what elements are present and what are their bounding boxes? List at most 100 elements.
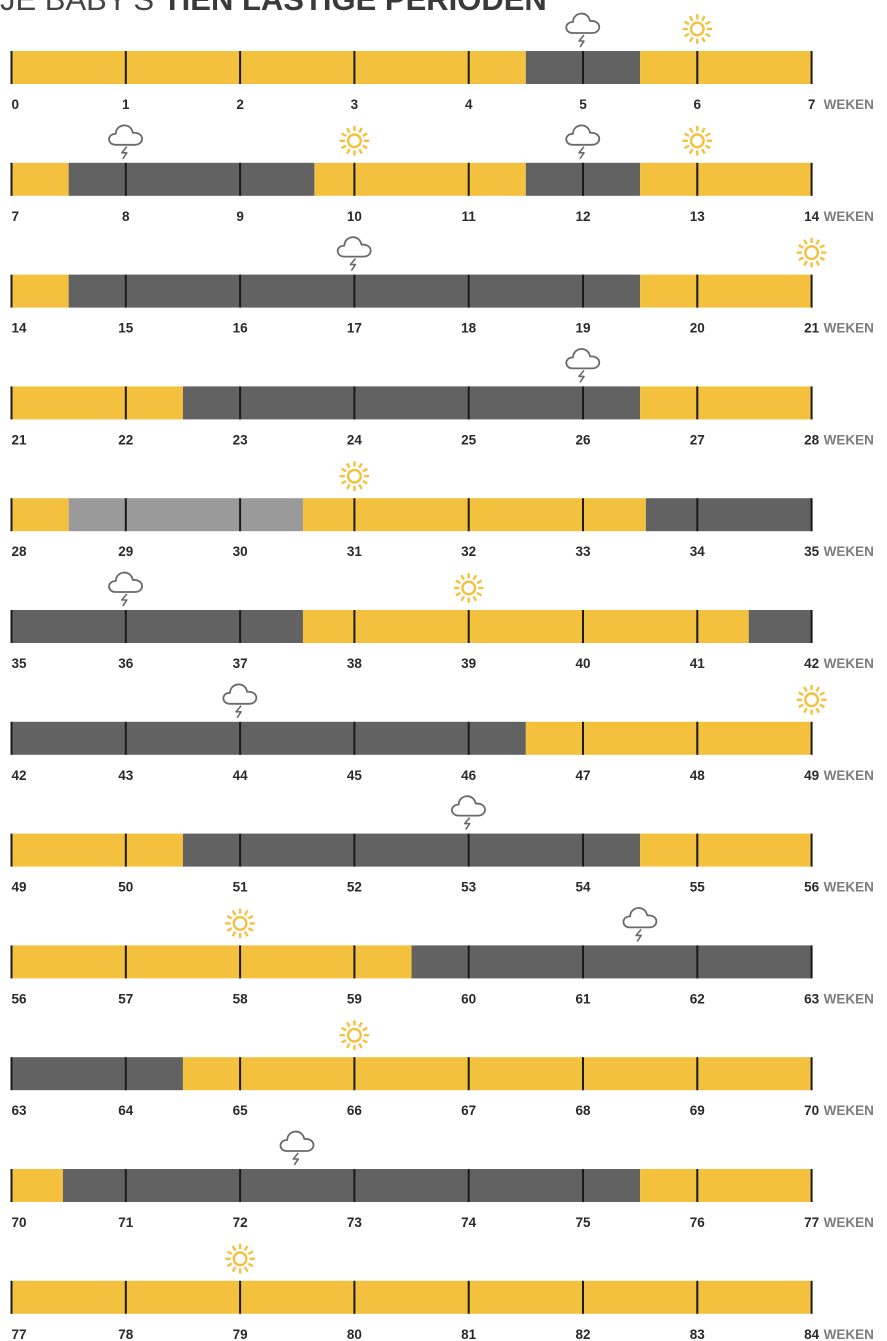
- easy-period-segment: [302, 610, 749, 643]
- sun-icon-ray: [705, 20, 711, 26]
- sun-icon-ray: [226, 1250, 233, 1256]
- cloud-icon-body: [108, 571, 143, 593]
- sun-icon-ray: [819, 256, 826, 262]
- sun-icon-ray: [231, 1266, 237, 1273]
- week-tick-label: 18: [461, 321, 477, 336]
- week-tick-label: 34: [690, 544, 706, 559]
- week-tick-label: 67: [461, 1103, 476, 1118]
- sun-icon-core: [461, 580, 477, 596]
- cloud-icon-body: [565, 124, 601, 146]
- week-tick-label: 22: [118, 432, 133, 447]
- easy-period-segment: [640, 1169, 812, 1202]
- easy-period-segment: [302, 498, 646, 532]
- week-tick-label: 77: [804, 1215, 819, 1230]
- cloud-icon: [222, 683, 258, 719]
- week-tick-label: 35: [804, 544, 820, 559]
- weeks-unit-label: WEKEN: [824, 1327, 874, 1341]
- sun-icon-ray: [340, 132, 347, 138]
- cloud-icon-body: [336, 236, 372, 258]
- sun-icon: [453, 573, 484, 603]
- week-tick-label: 41: [690, 656, 706, 671]
- sun-icon-ray: [476, 579, 483, 585]
- week-tick-label: 29: [118, 544, 133, 559]
- sun-icon-ray: [345, 148, 351, 155]
- timeline-row: 42 43 44 45 46 47 48 49 WEKEN: [10, 683, 874, 783]
- difficult-period-segment: [68, 498, 303, 532]
- sun-icon-ray: [701, 15, 706, 22]
- week-tick-label: 47: [575, 768, 590, 783]
- week-tick-label: 51: [233, 880, 249, 895]
- lightning-icon: [292, 1152, 300, 1166]
- difficult-period-segment: [748, 610, 812, 643]
- week-tick-label: 10: [347, 209, 362, 224]
- sun-icon-ray: [701, 148, 706, 155]
- sun-icon-ray: [705, 132, 711, 138]
- sun-icon-ray: [803, 707, 808, 714]
- sun-icon-ray: [247, 1262, 254, 1268]
- easy-period-segment: [11, 498, 69, 532]
- week-tick-label: 69: [690, 1103, 705, 1118]
- week-tick-label: 17: [347, 321, 362, 336]
- easy-period-segment: [11, 386, 183, 420]
- sun-icon-ray: [683, 32, 690, 38]
- sun-icon: [339, 126, 370, 156]
- cloud-icon: [451, 795, 486, 831]
- week-tick-label: 4: [465, 97, 473, 112]
- lightning-icon: [635, 928, 642, 942]
- difficult-period-segment: [11, 610, 303, 643]
- timeline-row: 35 36 37 38 39 40 41 42 WEKEN: [10, 571, 874, 671]
- week-tick-label: 28: [804, 432, 820, 447]
- week-tick-label: 21: [804, 321, 820, 336]
- sun-icon-ray: [345, 1021, 351, 1028]
- sun-icon: [682, 126, 713, 156]
- weeks-unit-label: WEKEN: [824, 880, 874, 895]
- week-tick-label: 13: [690, 209, 706, 224]
- week-tick-label: 57: [118, 991, 133, 1006]
- timeline-row: 56 57 58 59 60 61 62 63 WEKEN: [10, 907, 874, 1006]
- sun-icon-ray: [683, 144, 690, 150]
- difficult-period-segment: [62, 1169, 641, 1202]
- weeks-unit-label: WEKEN: [824, 97, 874, 112]
- week-tick-label: 6: [694, 97, 702, 112]
- sun-icon-ray: [226, 927, 233, 932]
- easy-period-segment: [525, 721, 812, 755]
- easy-period-segment: [314, 162, 526, 196]
- sun-icon-ray: [243, 1266, 249, 1273]
- week-tick-label: 54: [575, 880, 591, 895]
- week-tick-label: 59: [347, 991, 362, 1006]
- lightning-icon: [121, 146, 128, 160]
- sun-icon-ray: [819, 703, 826, 709]
- sun-icon-ray: [705, 32, 711, 38]
- week-tick-label: 20: [690, 321, 705, 336]
- week-tick-label: 35: [12, 656, 28, 671]
- timeline-row: 77 78 79 80 81 82 83 84 WEKEN: [10, 1244, 874, 1341]
- timeline-row: 14 15 16 17 18 19 20 21 WEKEN: [10, 236, 874, 336]
- week-tick-label: 73: [347, 1215, 363, 1230]
- easy-period-segment: [11, 945, 412, 979]
- easy-period-segment: [11, 162, 69, 196]
- sun-icon-ray: [460, 574, 465, 581]
- week-tick-label: 62: [690, 991, 705, 1006]
- easy-period-segment: [640, 274, 812, 308]
- week-tick-label: 0: [12, 97, 20, 112]
- sun-icon-ray: [815, 707, 821, 714]
- cloud-icon: [565, 124, 601, 160]
- week-tick-label: 64: [118, 1103, 134, 1118]
- week-tick-label: 24: [347, 432, 363, 447]
- timeline-row: 28 29 30 31 32 33 34 35 WEKEN: [10, 461, 874, 559]
- sun-icon-ray: [798, 244, 804, 249]
- easy-period-segment: [11, 274, 69, 308]
- week-tick-label: 33: [575, 544, 591, 559]
- sun-icon-core: [804, 245, 820, 261]
- difficult-period-segment: [11, 721, 526, 755]
- sun-icon-ray: [803, 260, 808, 267]
- weeks-unit-label: WEKEN: [824, 1103, 874, 1118]
- week-tick-label: 39: [461, 656, 476, 671]
- weeks-unit-label: WEKEN: [824, 321, 874, 336]
- sun-icon-ray: [345, 462, 351, 469]
- title-highlight: TIEN LASTIGE PERIODEN: [163, 0, 547, 14]
- week-tick-label: 61: [575, 991, 591, 1006]
- sun-icon-core: [804, 692, 820, 708]
- week-tick-label: 36: [118, 656, 134, 671]
